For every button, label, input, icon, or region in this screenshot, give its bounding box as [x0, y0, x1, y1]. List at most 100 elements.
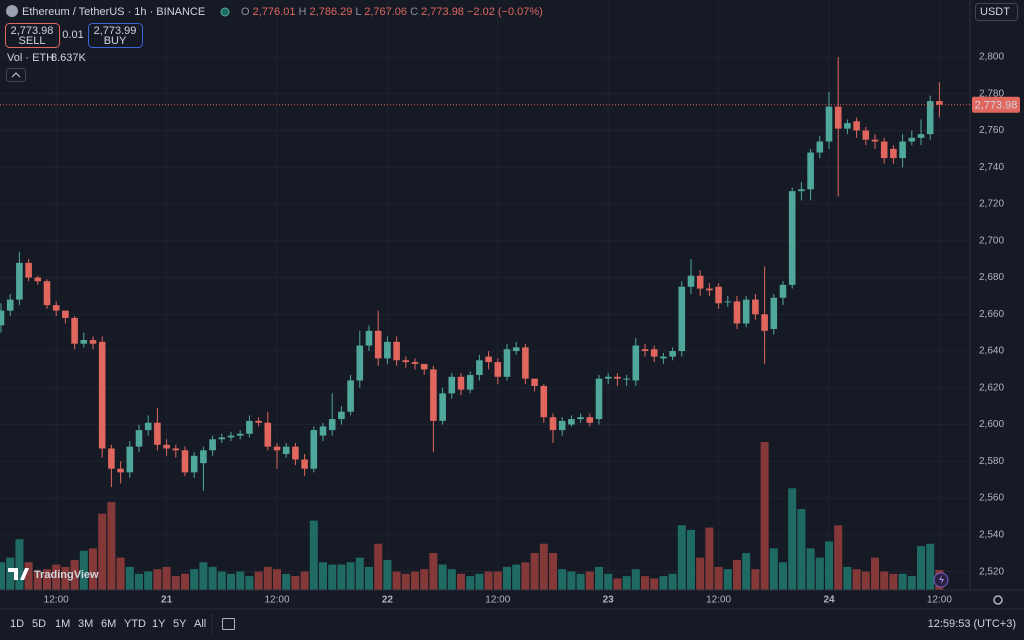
volume-bar [834, 525, 843, 590]
y-tick-label: 2,740 [979, 162, 1004, 173]
volume-bar [171, 576, 180, 590]
candle-body [236, 433, 244, 436]
volume-bar [227, 573, 235, 590]
range-button[interactable]: 5Y [173, 618, 187, 630]
volume-bar [567, 571, 576, 590]
candle-body [632, 345, 640, 381]
ohlc: O 2,776.01 H 2,786.29 L 2,767.06 C 2,773… [241, 6, 543, 18]
range-button[interactable]: 1Y [152, 618, 166, 630]
range-button[interactable]: 3M [78, 618, 93, 630]
settings-icon[interactable] [993, 595, 1003, 605]
volume-bar [668, 573, 677, 590]
volume-bar [475, 573, 484, 590]
candle-body [586, 417, 594, 423]
candle-body [163, 444, 170, 449]
candle-body [899, 141, 906, 159]
y-tick-label: 2,700 [979, 235, 1004, 246]
range-button[interactable]: 5D [32, 618, 46, 630]
volume-bar [24, 562, 33, 590]
lightning [939, 575, 944, 584]
candle-body [825, 106, 833, 142]
volume-bar [199, 562, 208, 590]
range-button[interactable]: All [194, 618, 206, 630]
candle-body [439, 393, 446, 421]
candle-body [108, 448, 115, 469]
y-tick-label: 2,520 [979, 566, 1004, 577]
volume-bar [328, 564, 337, 590]
candle-body [733, 301, 741, 324]
candle-body [34, 277, 42, 282]
candle-body [411, 362, 419, 364]
range-button[interactable]: 1M [55, 618, 70, 630]
candle-body [154, 422, 161, 445]
volume-bar [880, 571, 889, 590]
volume-bar [300, 571, 309, 590]
candle-body [926, 101, 934, 135]
volume-bar [70, 559, 79, 590]
volume-bar [797, 509, 806, 590]
candle-body [338, 411, 345, 420]
range-button[interactable]: 6M [101, 618, 116, 630]
candle-body [402, 360, 410, 363]
candle-body [770, 297, 778, 330]
candle-body [393, 341, 400, 361]
volume-bar [493, 571, 502, 590]
volume-legend: Vol · ETH [7, 52, 54, 64]
volume-bar [411, 571, 419, 590]
last-price-tag [972, 96, 1020, 113]
volume-bar [641, 576, 649, 590]
y-tick-label: 2,600 [979, 419, 1004, 430]
chevron-icon [11, 72, 21, 78]
candle-body [255, 420, 262, 423]
candle-body [549, 417, 557, 431]
candle-body [650, 349, 658, 357]
volume-bar [687, 529, 695, 590]
volume-bar [530, 553, 539, 590]
volume-bar [420, 569, 429, 590]
candle-body [126, 446, 134, 473]
candle-body [568, 419, 575, 425]
volume-bar [889, 573, 898, 590]
volume-bar [0, 562, 5, 590]
volume-bar [309, 520, 318, 590]
volume-bar [825, 541, 833, 590]
collapse-button[interactable] [6, 68, 26, 82]
y-tick-label: 2,620 [979, 382, 1004, 393]
volume-bar [907, 576, 916, 590]
volume-bar [659, 576, 668, 590]
volume-bar [723, 569, 732, 590]
candle-body [678, 286, 686, 352]
candle-body [98, 341, 106, 449]
candle-body [522, 347, 529, 379]
range-button[interactable]: YTD [124, 618, 146, 630]
volume-bar [245, 576, 254, 590]
volume-bar [539, 543, 548, 590]
candle-body [623, 378, 630, 380]
volume-bar [714, 566, 723, 590]
volume-bar [401, 573, 410, 590]
calendar-icon[interactable] [222, 618, 235, 630]
candle-body [641, 349, 649, 352]
volume-bar [650, 578, 659, 590]
volume-bar [282, 573, 291, 590]
volume-bar [806, 548, 815, 590]
volume-bar [503, 566, 511, 590]
candle-body [301, 459, 308, 469]
candle-body [457, 376, 465, 390]
volume-bar [125, 566, 134, 590]
sell-button[interactable] [5, 23, 60, 48]
volume-bar [319, 562, 327, 590]
candle-body [319, 426, 327, 436]
currency-button[interactable] [975, 3, 1018, 21]
buy-button[interactable] [88, 23, 143, 48]
candle-body [310, 430, 318, 469]
x-tick-label: 12:00 [485, 595, 510, 606]
volume-bar [291, 576, 300, 590]
candle-body [190, 455, 198, 473]
volume-bar [217, 571, 226, 590]
x-tick-label: 12:00 [927, 595, 952, 606]
symbol-icon [6, 5, 18, 17]
volume-bar [760, 442, 769, 590]
range-button[interactable]: 1D [10, 618, 24, 630]
